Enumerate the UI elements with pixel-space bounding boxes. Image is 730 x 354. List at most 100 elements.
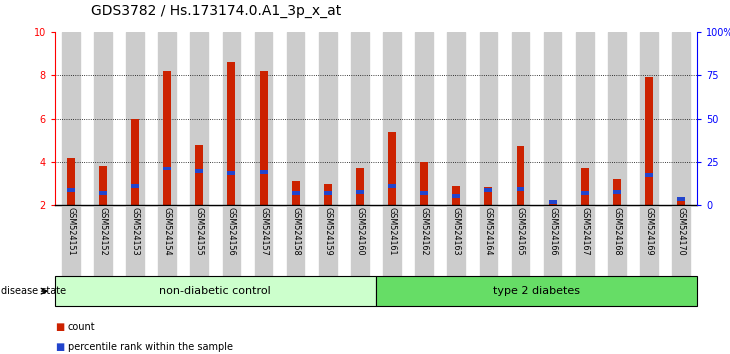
Bar [485,188,492,192]
Bar [485,187,492,205]
Text: GSM524158: GSM524158 [291,207,300,256]
Bar [351,205,369,276]
Bar [512,205,529,276]
Text: GSM524154: GSM524154 [163,207,172,256]
Bar [62,32,80,205]
Bar [324,184,331,205]
Bar [164,71,171,205]
Bar [672,32,690,205]
Bar [126,205,144,276]
Bar [576,32,593,205]
Bar [324,192,331,195]
Bar [228,171,235,175]
Bar [292,192,299,195]
Bar [351,32,369,205]
Bar [581,169,588,205]
Bar [388,184,396,188]
Bar [287,32,304,205]
Bar [356,169,364,205]
Bar [640,205,658,276]
Text: ■: ■ [55,342,64,352]
Text: GSM524162: GSM524162 [420,207,429,256]
Bar [549,200,556,204]
Text: GSM524151: GSM524151 [66,207,75,256]
Text: GSM524153: GSM524153 [131,207,139,256]
Bar [67,158,74,205]
Text: GSM524159: GSM524159 [323,207,332,256]
Bar [191,32,208,205]
Bar [388,132,396,205]
Text: count: count [68,322,96,332]
Bar [356,190,364,194]
Text: GSM524155: GSM524155 [195,207,204,256]
Text: GSM524160: GSM524160 [356,207,364,256]
Bar [512,32,529,205]
Bar [517,187,524,191]
Bar [260,170,267,174]
Text: GSM524166: GSM524166 [548,207,557,256]
Bar [62,205,80,276]
Bar [420,192,428,195]
Bar [191,205,208,276]
Bar [613,179,620,205]
Bar [99,166,107,205]
Bar [99,192,107,195]
Bar [55,276,376,306]
Bar [260,71,267,205]
Bar [645,173,653,177]
Bar [415,205,433,276]
Bar [67,188,74,192]
Bar [292,182,299,205]
Text: ■: ■ [55,322,64,332]
Bar [640,32,658,205]
Bar [415,32,433,205]
Bar [164,166,171,170]
Bar [480,32,497,205]
Bar [453,194,460,198]
Text: GSM524161: GSM524161 [388,207,396,256]
Text: GSM524167: GSM524167 [580,207,589,256]
Bar [158,205,176,276]
Bar [255,205,272,276]
Bar [677,197,685,201]
Text: GSM524168: GSM524168 [612,207,621,256]
Bar [645,78,653,205]
Bar [94,205,112,276]
Bar [608,205,626,276]
Text: GSM524164: GSM524164 [484,207,493,256]
Bar [517,146,524,205]
Text: disease state: disease state [1,286,66,296]
Text: non-diabetic control: non-diabetic control [159,286,272,296]
Text: GDS3782 / Hs.173174.0.A1_3p_x_at: GDS3782 / Hs.173174.0.A1_3p_x_at [91,4,342,18]
Text: GSM524152: GSM524152 [99,207,107,256]
Bar [447,205,465,276]
Bar [255,32,272,205]
Bar [196,144,203,205]
Bar [453,186,460,205]
Text: GSM524163: GSM524163 [452,207,461,256]
Bar [420,162,428,205]
Bar [223,205,240,276]
Bar [287,205,304,276]
Bar [576,205,593,276]
Bar [223,32,240,205]
Bar [672,205,690,276]
Text: percentile rank within the sample: percentile rank within the sample [68,342,233,352]
Bar [196,169,203,173]
Bar [131,184,139,188]
Text: GSM524157: GSM524157 [259,207,268,256]
Text: GSM524170: GSM524170 [677,207,685,256]
Bar [376,276,697,306]
Bar [677,201,685,205]
Bar [544,32,561,205]
Bar [94,32,112,205]
Bar [131,119,139,205]
Bar [480,205,497,276]
Bar [228,62,235,205]
Bar [383,205,401,276]
Bar [319,32,337,205]
Bar [383,32,401,205]
Bar [613,190,620,194]
Bar [319,205,337,276]
Text: GSM524169: GSM524169 [645,207,653,256]
